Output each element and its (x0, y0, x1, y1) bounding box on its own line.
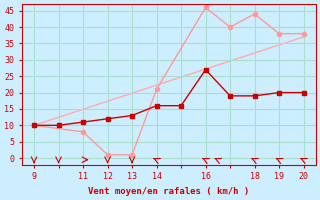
X-axis label: Vent moyen/en rafales ( km/h ): Vent moyen/en rafales ( km/h ) (88, 187, 250, 196)
